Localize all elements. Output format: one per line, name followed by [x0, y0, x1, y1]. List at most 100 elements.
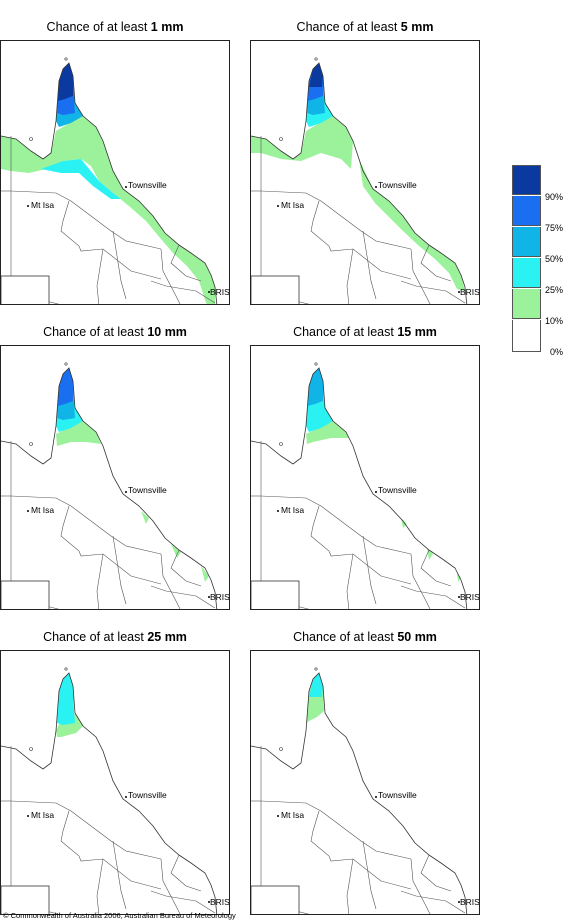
queensland-map: Townsville Mt Isa BRIS — [250, 345, 480, 610]
island — [64, 667, 68, 671]
label-brisbane: BRIS — [460, 592, 480, 602]
label-townsville: Townsville — [378, 790, 417, 800]
panel-title: Chance of at least 50 mm — [293, 630, 437, 644]
brisbane-dot — [458, 596, 460, 598]
brisbane-dot — [458, 291, 460, 293]
district-border — [346, 553, 354, 609]
district-border — [112, 840, 127, 910]
label-mount-isa: Mt Isa — [281, 810, 305, 820]
district-border — [362, 230, 377, 300]
label-brisbane: BRIS — [210, 287, 230, 297]
mount-isa-dot — [27, 205, 29, 207]
label-townsville: Townsville — [378, 180, 417, 190]
district-border — [60, 505, 162, 585]
label-mount-isa: Mt Isa — [31, 200, 55, 210]
district-border — [96, 858, 104, 914]
district-border — [10, 800, 162, 860]
mount-isa-dot — [277, 205, 279, 207]
shade-50-75 — [308, 368, 323, 406]
district-border — [420, 549, 452, 587]
island — [29, 747, 33, 751]
legend-swatch-75 — [512, 196, 541, 226]
inset-box — [1, 275, 50, 304]
label-brisbane: BRIS — [210, 897, 230, 907]
queensland-map: Townsville Mt Isa BRIS — [0, 40, 230, 305]
legend-tick-90: 90% — [545, 192, 564, 202]
island — [314, 57, 318, 61]
district-border — [160, 553, 181, 609]
queensland-map: Townsville Mt Isa BRIS — [250, 650, 480, 915]
probability-legend: 90% 75% 50% 25% 10% 0% — [512, 165, 570, 360]
copyright-notice: © Commonwealth of Australia 2006, Austra… — [3, 911, 236, 920]
island — [279, 747, 283, 751]
district-border — [60, 810, 162, 890]
district-border — [160, 248, 181, 304]
district-border — [150, 890, 216, 914]
district-border — [362, 840, 377, 910]
label-mount-isa: Mt Isa — [31, 810, 55, 820]
panel-title: Chance of at least 5 mm — [296, 20, 434, 34]
mount-isa-dot — [277, 510, 279, 512]
district-border — [170, 854, 202, 892]
legend-tick-50: 50% — [545, 254, 564, 264]
island — [64, 57, 68, 61]
district-border — [96, 248, 104, 304]
district-border — [410, 248, 431, 304]
district-border — [170, 244, 202, 282]
shade-10-25 — [1, 116, 215, 304]
panel-title: Chance of at least 15 mm — [293, 325, 437, 339]
queensland-map: Townsville Mt Isa BRIS — [0, 650, 230, 915]
legend-swatch-10 — [512, 289, 541, 319]
inset-box — [251, 580, 300, 609]
inset-box — [251, 275, 300, 304]
inset-box — [1, 580, 50, 609]
legend-swatch-50 — [512, 227, 541, 257]
district-border — [410, 858, 431, 914]
map-canvas — [251, 667, 468, 914]
label-townsville: Townsville — [128, 180, 167, 190]
panel-title: Chance of at least 25 mm — [43, 630, 187, 644]
panel-title: Chance of at least 1 mm — [46, 20, 184, 34]
district-border — [400, 890, 466, 914]
townsville-dot — [375, 491, 377, 493]
map-canvas — [1, 362, 218, 609]
island — [314, 362, 318, 366]
district-border — [310, 200, 412, 280]
district-border — [310, 505, 412, 585]
label-mount-isa: Mt Isa — [281, 505, 305, 515]
shade-75-90 — [58, 368, 73, 406]
legend-swatch-90 — [512, 165, 541, 195]
legend-tick-0: 0% — [550, 347, 564, 357]
townsville-dot — [375, 796, 377, 798]
inset-box — [1, 885, 50, 914]
district-border — [10, 495, 162, 555]
district-border — [112, 535, 127, 605]
label-mount-isa: Mt Isa — [281, 200, 305, 210]
map-canvas — [251, 362, 468, 609]
shade-25-50 — [41, 159, 121, 199]
shade-10-25-coast — [401, 518, 461, 582]
townsville-dot — [125, 186, 127, 188]
shade-25-50 — [57, 673, 75, 725]
inset-box — [251, 885, 300, 914]
mount-isa-dot — [27, 510, 29, 512]
coastline — [251, 367, 468, 609]
queensland-map: Townsville Mt Isa BRIS — [250, 40, 480, 305]
island — [279, 137, 283, 141]
district-border — [420, 854, 452, 892]
label-townsville: Townsville — [128, 485, 167, 495]
coastline — [1, 672, 218, 914]
district-border — [400, 585, 466, 609]
legend-tick-10: 10% — [545, 316, 564, 326]
townsville-dot — [125, 796, 127, 798]
district-border — [362, 535, 377, 605]
coastline — [1, 367, 218, 609]
district-border — [410, 553, 431, 609]
island — [279, 442, 283, 446]
island — [64, 362, 68, 366]
shade-90-plus — [309, 63, 323, 87]
district-border — [160, 858, 181, 914]
label-mount-isa: Mt Isa — [31, 505, 55, 515]
brisbane-dot — [208, 291, 210, 293]
district-border — [60, 200, 162, 280]
